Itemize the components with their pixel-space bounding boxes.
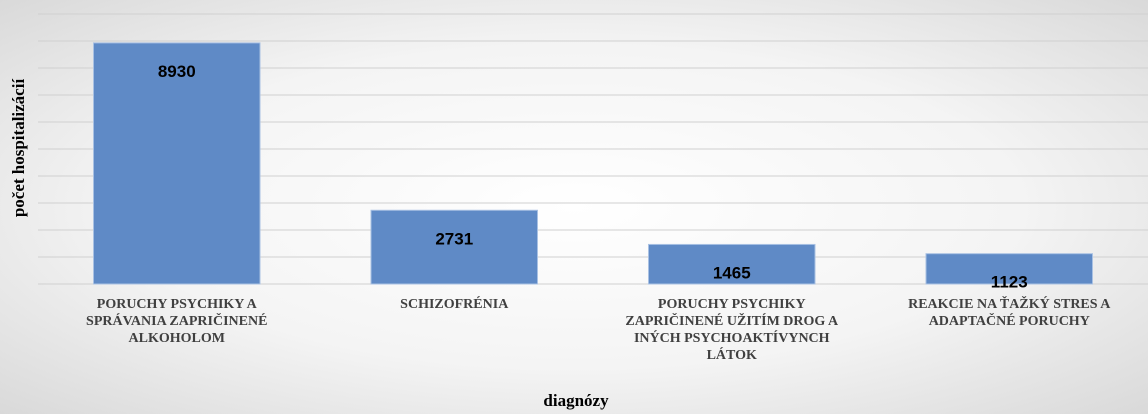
bar <box>648 243 816 285</box>
x-tick-label: PORUCHY PSYCHIKY A SPRÁVANIA ZAPRIČINENÉ… <box>86 297 268 346</box>
x-tick-label: SCHIZOFRÉNIA <box>400 297 509 312</box>
data-label: 2731 <box>435 229 473 248</box>
data-label: 1123 <box>991 273 1028 292</box>
bar <box>370 209 538 285</box>
data-label: 1465 <box>713 263 751 282</box>
x-axis-title: diagnózy <box>543 391 609 410</box>
y-axis-title: počet hospitalizácií <box>9 79 28 218</box>
x-tick-label: REAKCIE NA ŤAŽKÝ STRES A ADAPTAČNÉ PORUC… <box>908 297 1111 329</box>
data-label: 8930 <box>158 62 196 81</box>
bar <box>925 253 1093 285</box>
bar <box>93 42 261 285</box>
x-tick-label: PORUCHY PSYCHIKY ZAPRIČINENÉ UŽITÍM DROG… <box>625 297 839 363</box>
